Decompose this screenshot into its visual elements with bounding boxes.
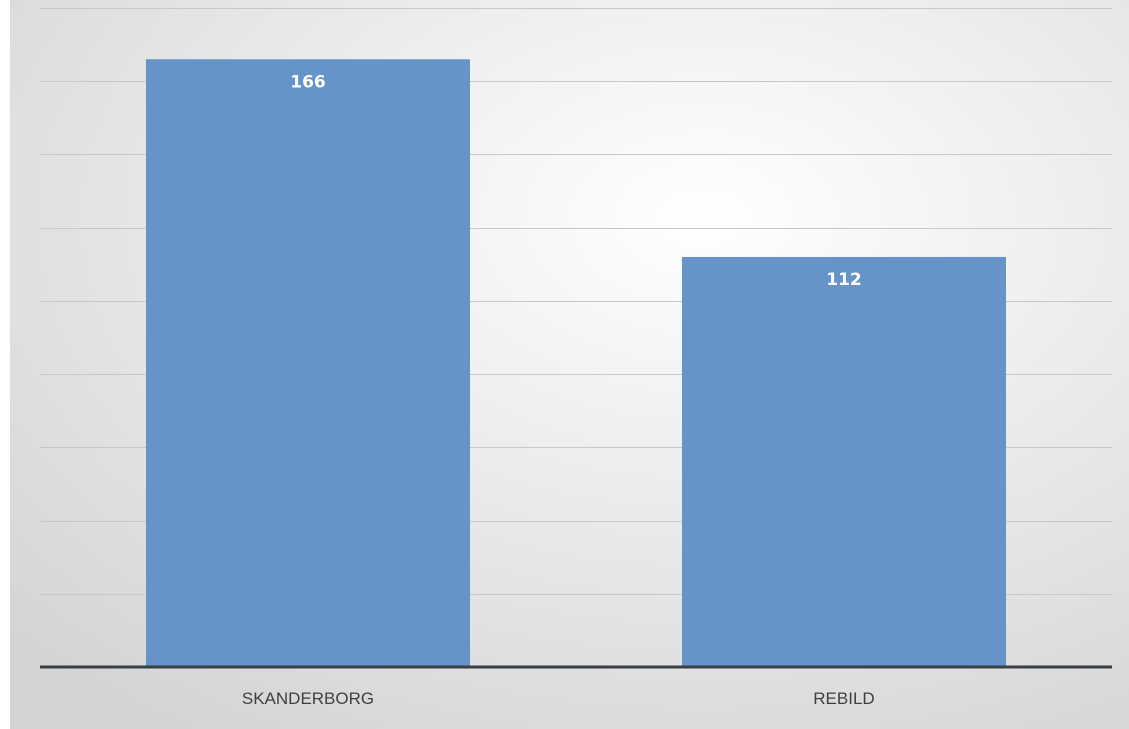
category-label-rebild: REBILD: [813, 689, 874, 708]
data-label-skanderborg: 166: [290, 72, 326, 92]
data-label-rebild: 112: [826, 270, 862, 290]
bar-rebild: [682, 256, 1006, 667]
bar-skanderborg: [146, 59, 470, 667]
labels: 166 SKANDERBORG 112 REBILD: [242, 72, 875, 708]
category-label-skanderborg: SKANDERBORG: [242, 689, 374, 708]
bars: [146, 59, 1006, 667]
